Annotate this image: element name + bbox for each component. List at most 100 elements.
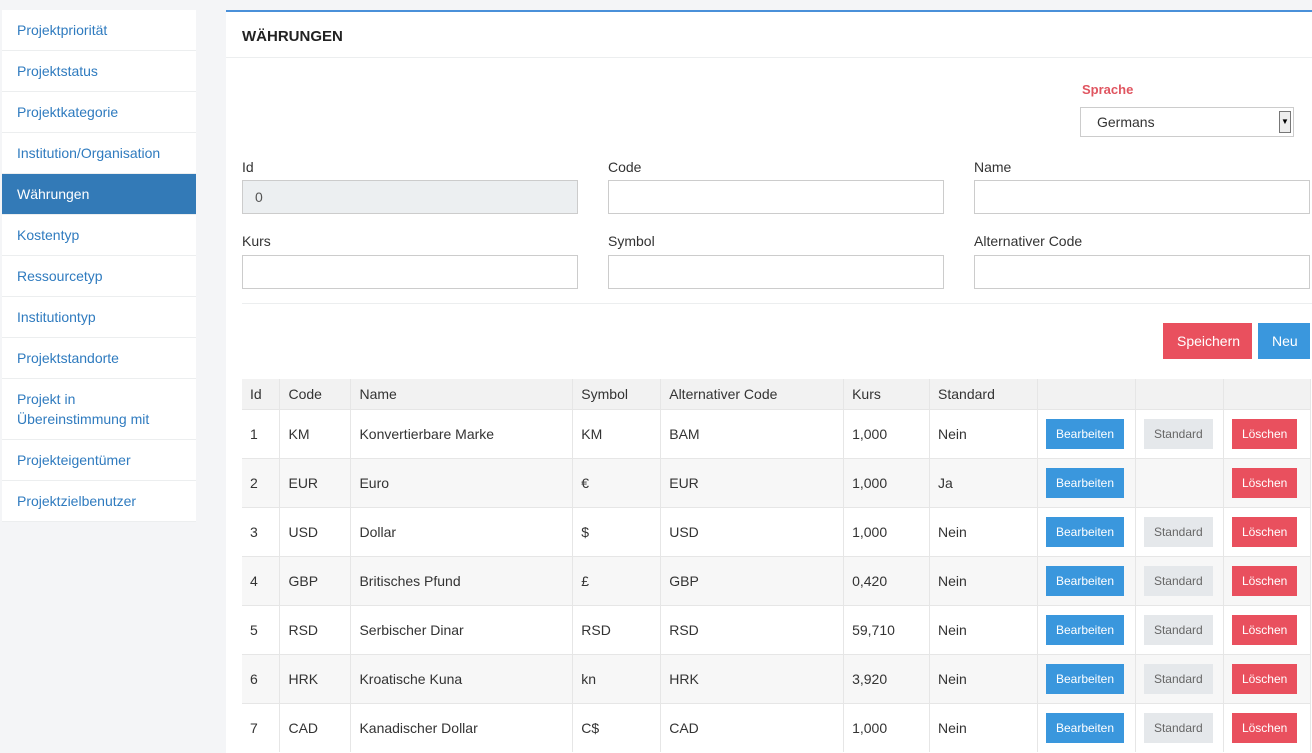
sidebar-item[interactable]: Institution/Organisation — [2, 133, 196, 174]
delete-button[interactable]: Löschen — [1231, 516, 1298, 547]
code-label: Code — [608, 159, 642, 175]
kurs-cell: 1,000 — [843, 506, 931, 556]
delete-button[interactable]: Löschen — [1231, 565, 1298, 596]
sidebar-item[interactable]: Projektstandorte — [2, 338, 196, 379]
name-cell: Serbischer Dinar — [350, 604, 574, 654]
sidebar-item[interactable]: Institutiontyp — [2, 297, 196, 338]
sidebar-item[interactable]: Projektkategorie — [2, 92, 196, 133]
set-standard-cell: Standard — [1135, 555, 1224, 605]
edit-cell: Bearbeiten — [1037, 604, 1136, 654]
delete-button[interactable]: Löschen — [1231, 467, 1298, 498]
edit-button[interactable]: Bearbeiten — [1045, 516, 1125, 547]
altcode-cell: RSD — [660, 604, 845, 654]
delete-button[interactable]: Löschen — [1231, 418, 1298, 449]
name-cell: Britisches Pfund — [350, 555, 574, 605]
sidebar-nav: Projektpriorität Projektstatus Projektkate… — [2, 10, 196, 522]
edit-button[interactable]: Bearbeiten — [1045, 565, 1125, 596]
id-cell: 7 — [242, 702, 281, 752]
symbol-label: Symbol — [608, 233, 655, 249]
kurs-cell: 59,710 — [843, 604, 931, 654]
set-standard-cell: Standard — [1135, 604, 1224, 654]
column-header: Alternativer Code — [660, 379, 845, 409]
altcode-label: Alternativer Code — [974, 233, 1083, 249]
set-standard-button[interactable]: Standard — [1143, 418, 1213, 449]
symbol-cell: RSD — [572, 604, 662, 654]
sidebar-item[interactable]: Währungen — [2, 174, 196, 215]
id-label: Id — [242, 159, 254, 175]
set-standard-button[interactable]: Standard — [1143, 614, 1213, 645]
sidebar-item[interactable]: Ressourcetyp — [2, 256, 196, 297]
column-header — [1135, 379, 1224, 409]
column-header — [1223, 379, 1312, 409]
delete-cell: Löschen — [1223, 702, 1312, 752]
delete-cell: Löschen — [1223, 457, 1312, 507]
delete-button[interactable]: Löschen — [1231, 712, 1298, 743]
name-field[interactable] — [974, 180, 1310, 214]
new-button[interactable]: Neu — [1258, 323, 1310, 359]
delete-cell: Löschen — [1223, 653, 1312, 703]
title-divider — [226, 57, 1312, 58]
id-field: 0 — [242, 180, 578, 214]
sidebar-item[interactable]: Projektzielbenutzer — [2, 481, 196, 522]
sidebar-item[interactable]: Projekteigentümer — [2, 440, 196, 481]
set-standard-button[interactable]: Standard — [1143, 663, 1213, 694]
symbol-cell: kn — [572, 653, 662, 703]
language-select-value: Germans — [1097, 114, 1155, 130]
name-cell: Kroatische Kuna — [350, 653, 574, 703]
code-cell: KM — [279, 408, 352, 458]
standard-cell: Nein — [929, 506, 1038, 556]
altcode-field[interactable] — [974, 255, 1310, 289]
table-row: 1 KM Konvertierbare Marke KM BAM 1,000 Nein Bea… — [242, 408, 1312, 458]
chevron-down-icon[interactable]: ▼ — [1279, 111, 1291, 133]
currency-table: Id Code Name Symbol Alternativer Code Kurs Sta… — [242, 379, 1312, 752]
table-row: 7 CAD Kanadischer Dollar C$ CAD 1,000 Nein Bear… — [242, 702, 1312, 752]
save-button[interactable]: Speichern — [1163, 323, 1252, 359]
edit-button[interactable]: Bearbeiten — [1045, 467, 1125, 498]
column-header — [1037, 379, 1136, 409]
code-cell: RSD — [279, 604, 352, 654]
delete-cell: Löschen — [1223, 506, 1312, 556]
sidebar-item[interactable]: Projektstatus — [2, 51, 196, 92]
column-header: Standard — [929, 379, 1038, 409]
edit-cell: Bearbeiten — [1037, 555, 1136, 605]
set-standard-button[interactable]: Standard — [1143, 565, 1213, 596]
id-cell: 6 — [242, 653, 281, 703]
sidebar-item[interactable]: Kostentyp — [2, 215, 196, 256]
set-standard-cell — [1135, 457, 1224, 507]
altcode-cell: HRK — [660, 653, 845, 703]
kurs-field[interactable] — [242, 255, 578, 289]
language-select[interactable]: Germans ▼ — [1080, 107, 1294, 137]
table-header-row: Id Code Name Symbol Alternativer Code Kurs Sta… — [242, 379, 1312, 409]
set-standard-button[interactable]: Standard — [1143, 516, 1213, 547]
column-header: Code — [279, 379, 352, 409]
language-label: Sprache — [1082, 82, 1134, 97]
altcode-cell: USD — [660, 506, 845, 556]
set-standard-cell: Standard — [1135, 653, 1224, 703]
delete-button[interactable]: Löschen — [1231, 614, 1298, 645]
symbol-cell: € — [572, 457, 662, 507]
code-cell: GBP — [279, 555, 352, 605]
edit-cell: Bearbeiten — [1037, 506, 1136, 556]
edit-button[interactable]: Bearbeiten — [1045, 663, 1125, 694]
name-cell: Kanadischer Dollar — [350, 702, 574, 752]
column-header: Id — [242, 379, 281, 409]
standard-cell: Ja — [929, 457, 1038, 507]
edit-cell: Bearbeiten — [1037, 457, 1136, 507]
name-cell: Euro — [350, 457, 574, 507]
page-title: WÄHRUNGEN — [242, 28, 343, 45]
sidebar-item[interactable]: Projektpriorität — [2, 10, 196, 51]
edit-cell: Bearbeiten — [1037, 653, 1136, 703]
name-label: Name — [974, 159, 1012, 175]
edit-button[interactable]: Bearbeiten — [1045, 418, 1125, 449]
code-field[interactable] — [608, 180, 944, 214]
edit-button[interactable]: Bearbeiten — [1045, 712, 1125, 743]
symbol-field[interactable] — [608, 255, 944, 289]
standard-cell: Nein — [929, 408, 1038, 458]
sidebar-item[interactable]: Projekt in Übereinstimmung mit — [2, 379, 196, 440]
delete-button[interactable]: Löschen — [1231, 663, 1298, 694]
set-standard-button[interactable]: Standard — [1143, 712, 1213, 743]
altcode-cell: EUR — [660, 457, 845, 507]
id-cell: 2 — [242, 457, 281, 507]
edit-button[interactable]: Bearbeiten — [1045, 614, 1125, 645]
symbol-cell: £ — [572, 555, 662, 605]
